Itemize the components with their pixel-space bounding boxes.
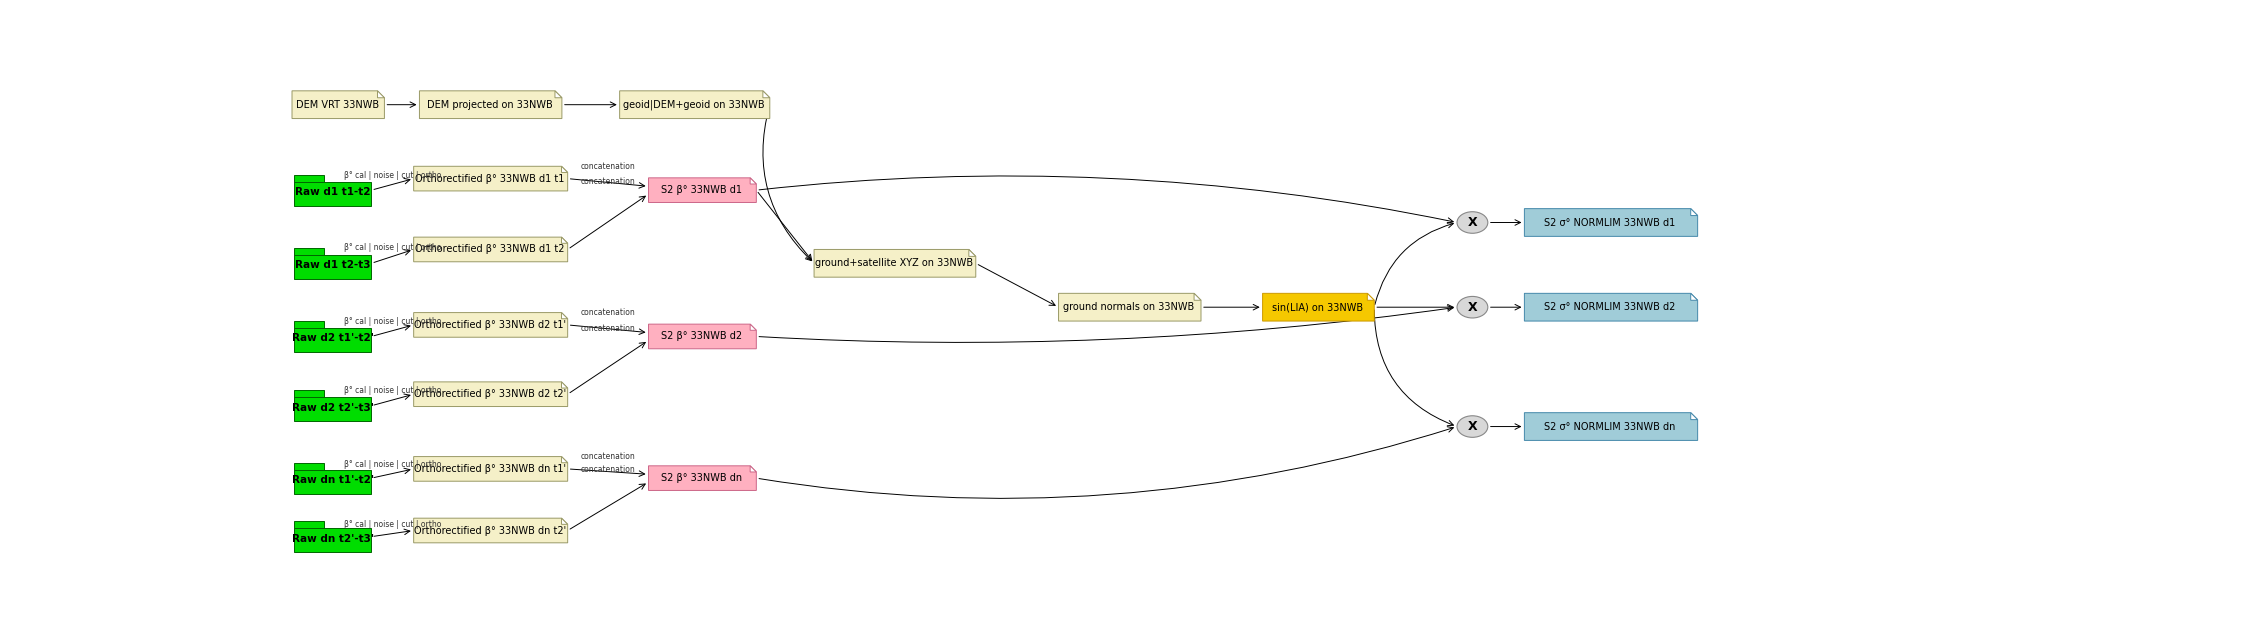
Text: Orthorectified β° 33NWB d2 t2': Orthorectified β° 33NWB d2 t2' (414, 389, 566, 399)
Text: S2 σ° NORMLIM 33NWB dn: S2 σ° NORMLIM 33NWB dn (1544, 422, 1675, 432)
Polygon shape (647, 178, 755, 203)
Text: concatenation: concatenation (580, 324, 636, 333)
Polygon shape (1524, 413, 1697, 441)
Text: ground normals on 33NWB: ground normals on 33NWB (1063, 302, 1194, 312)
Text: Raw d2 t2'-t3': Raw d2 t2'-t3' (292, 403, 373, 413)
Polygon shape (814, 250, 976, 277)
Text: β° cal | noise | cut | ortho: β° cal | noise | cut | ortho (344, 317, 441, 326)
Text: X: X (1468, 216, 1477, 229)
Text: S2 β° 33NWB dn: S2 β° 33NWB dn (661, 473, 742, 483)
Polygon shape (294, 175, 324, 182)
Ellipse shape (1457, 211, 1488, 233)
Text: Orthorectified β° 33NWB dn t2': Orthorectified β° 33NWB dn t2' (414, 526, 566, 535)
Polygon shape (647, 324, 755, 349)
Text: X: X (1468, 301, 1477, 314)
Polygon shape (414, 382, 569, 406)
Polygon shape (1690, 413, 1697, 420)
Text: DEM projected on 33NWB: DEM projected on 33NWB (427, 100, 553, 110)
Polygon shape (414, 312, 569, 337)
Text: concatenation: concatenation (580, 452, 636, 461)
Polygon shape (751, 466, 755, 472)
Polygon shape (294, 528, 371, 552)
Text: S2 β° 33NWB d2: S2 β° 33NWB d2 (661, 331, 742, 342)
Text: Orthorectified β° 33NWB d1 t2: Orthorectified β° 33NWB d1 t2 (416, 244, 564, 255)
Polygon shape (420, 91, 562, 119)
Polygon shape (294, 321, 324, 328)
Ellipse shape (1457, 416, 1488, 438)
Text: S2 σ° NORMLIM 33NWB d1: S2 σ° NORMLIM 33NWB d1 (1544, 218, 1675, 227)
Polygon shape (562, 382, 569, 388)
Polygon shape (414, 518, 569, 543)
Polygon shape (294, 469, 371, 493)
Text: Orthorectified β° 33NWB d2 t1': Orthorectified β° 33NWB d2 t1' (414, 320, 566, 330)
Polygon shape (294, 328, 371, 352)
Polygon shape (647, 466, 755, 490)
Text: β° cal | noise | cut | ortho: β° cal | noise | cut | ortho (344, 460, 441, 469)
Text: Raw d1 t1-t2: Raw d1 t1-t2 (294, 187, 371, 197)
Polygon shape (751, 324, 755, 330)
Polygon shape (969, 250, 976, 257)
Polygon shape (294, 391, 324, 397)
Polygon shape (562, 312, 569, 319)
Text: concatenation: concatenation (580, 465, 636, 474)
Text: Orthorectified β° 33NWB d1 t1: Orthorectified β° 33NWB d1 t1 (416, 173, 564, 184)
Polygon shape (762, 91, 769, 98)
Text: Raw dn t1'-t2': Raw dn t1'-t2' (292, 475, 373, 485)
Polygon shape (562, 237, 569, 243)
Polygon shape (562, 457, 569, 463)
Polygon shape (1194, 293, 1200, 300)
Text: Raw d2 t1'-t2': Raw d2 t1'-t2' (292, 333, 373, 344)
Polygon shape (1690, 293, 1697, 300)
Text: S2 σ° NORMLIM 33NWB d2: S2 σ° NORMLIM 33NWB d2 (1544, 302, 1675, 312)
Text: DEM VRT 33NWB: DEM VRT 33NWB (294, 100, 378, 110)
Text: β° cal | noise | cut | ortho: β° cal | noise | cut | ortho (344, 171, 441, 180)
Polygon shape (294, 248, 324, 255)
Text: Raw dn t2'-t3': Raw dn t2'-t3' (292, 533, 373, 544)
Text: concatenation: concatenation (580, 177, 636, 186)
Polygon shape (414, 457, 569, 481)
Text: concatenation: concatenation (580, 162, 636, 171)
Polygon shape (294, 463, 324, 469)
Text: β° cal | noise | cut | ortho: β° cal | noise | cut | ortho (344, 386, 441, 396)
Polygon shape (1690, 209, 1697, 215)
Text: S2 β° 33NWB d1: S2 β° 33NWB d1 (661, 185, 742, 195)
Polygon shape (1524, 293, 1697, 321)
Polygon shape (1367, 293, 1374, 300)
Ellipse shape (1457, 297, 1488, 318)
Polygon shape (292, 91, 384, 119)
Text: β° cal | noise | cut | ortho: β° cal | noise | cut | ortho (344, 520, 441, 529)
Polygon shape (294, 521, 324, 528)
Polygon shape (378, 91, 384, 98)
Polygon shape (1059, 293, 1200, 321)
Polygon shape (1263, 293, 1374, 321)
Text: X: X (1468, 420, 1477, 433)
Polygon shape (1524, 209, 1697, 236)
Polygon shape (414, 166, 569, 191)
Polygon shape (562, 166, 569, 173)
Polygon shape (294, 397, 371, 421)
Text: β° cal | noise | cut | ortho: β° cal | noise | cut | ortho (344, 243, 441, 251)
Polygon shape (751, 178, 755, 184)
Polygon shape (620, 91, 769, 119)
Polygon shape (555, 91, 562, 98)
Text: Orthorectified β° 33NWB dn t1': Orthorectified β° 33NWB dn t1' (414, 464, 566, 474)
Text: geoid|DEM+geoid on 33NWB: geoid|DEM+geoid on 33NWB (623, 100, 764, 110)
Polygon shape (294, 255, 371, 279)
Text: ground+satellite XYZ on 33NWB: ground+satellite XYZ on 33NWB (814, 258, 973, 269)
Text: sin(LIA) on 33NWB: sin(LIA) on 33NWB (1272, 302, 1362, 312)
Polygon shape (414, 237, 569, 262)
Polygon shape (294, 182, 371, 206)
Text: Raw d1 t2-t3: Raw d1 t2-t3 (294, 260, 371, 271)
Text: concatenation: concatenation (580, 308, 636, 318)
Polygon shape (562, 518, 569, 525)
